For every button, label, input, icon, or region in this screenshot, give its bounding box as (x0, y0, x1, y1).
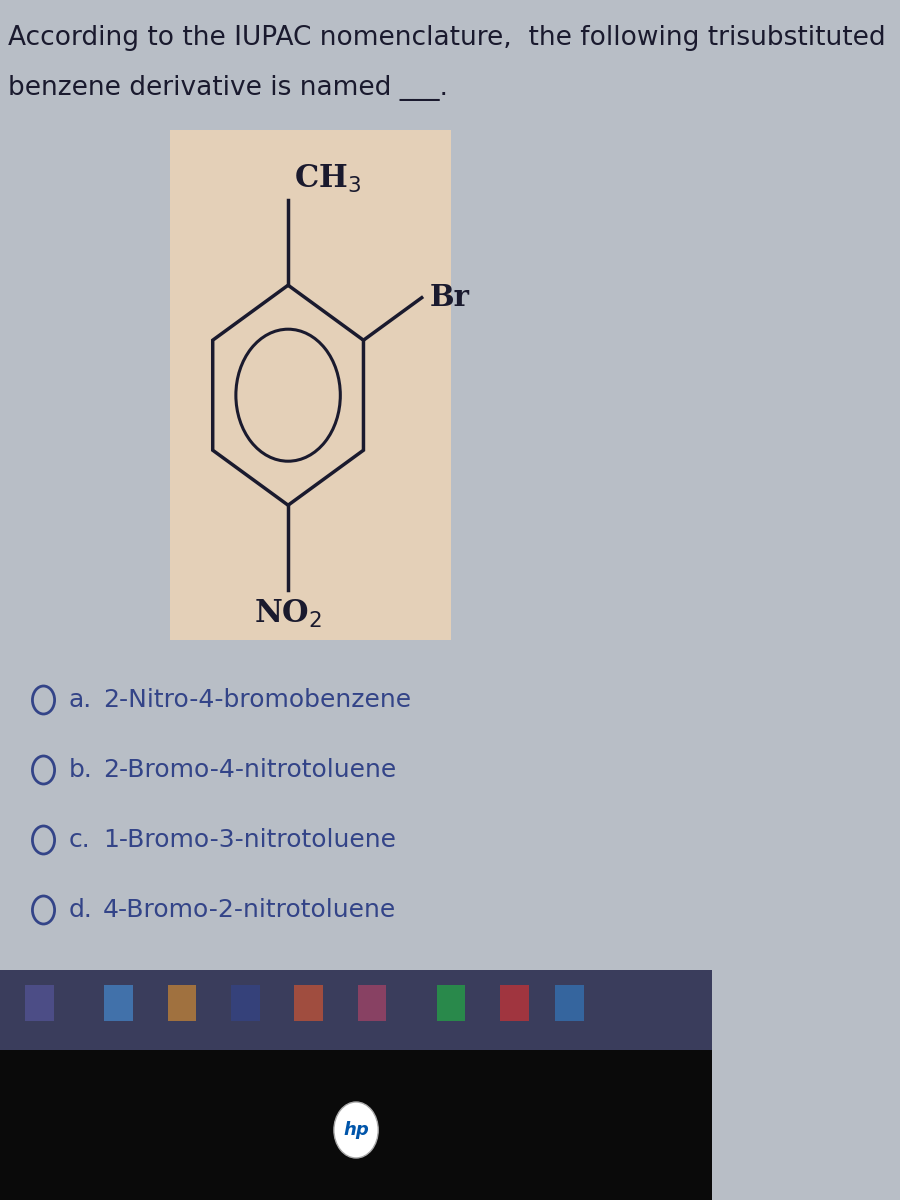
Bar (231, 985, 259, 1021)
Text: 1-Bromo-3-nitrotoluene: 1-Bromo-3-nitrotoluene (103, 828, 396, 852)
Text: a.: a. (68, 688, 92, 712)
Bar (0, 1050, 712, 1200)
Text: d.: d. (68, 898, 93, 922)
Text: CH$_3$: CH$_3$ (294, 163, 362, 196)
Bar (436, 985, 465, 1021)
Text: hp: hp (343, 1121, 369, 1139)
Text: Br: Br (429, 283, 470, 312)
Text: c.: c. (68, 828, 91, 852)
Text: NO$_2$: NO$_2$ (254, 599, 322, 630)
Text: 2-Nitro-4-bromobenzene: 2-Nitro-4-bromobenzene (103, 688, 411, 712)
Bar (357, 985, 386, 1021)
Text: benzene derivative is named ___.: benzene derivative is named ___. (8, 74, 448, 101)
Bar (294, 985, 323, 1021)
Bar (104, 985, 133, 1021)
Bar (0, 970, 712, 1050)
Text: b.: b. (68, 758, 93, 782)
Text: 2-Bromo-4-nitrotoluene: 2-Bromo-4-nitrotoluene (103, 758, 396, 782)
Bar (167, 985, 196, 1021)
Bar (500, 985, 528, 1021)
Circle shape (334, 1102, 378, 1158)
Bar (170, 130, 451, 640)
Text: 4-Bromo-2-nitrotoluene: 4-Bromo-2-nitrotoluene (103, 898, 396, 922)
Bar (555, 985, 584, 1021)
Text: According to the IUPAC nomenclature,  the following trisubstituted: According to the IUPAC nomenclature, the… (8, 25, 886, 50)
Bar (25, 985, 54, 1021)
